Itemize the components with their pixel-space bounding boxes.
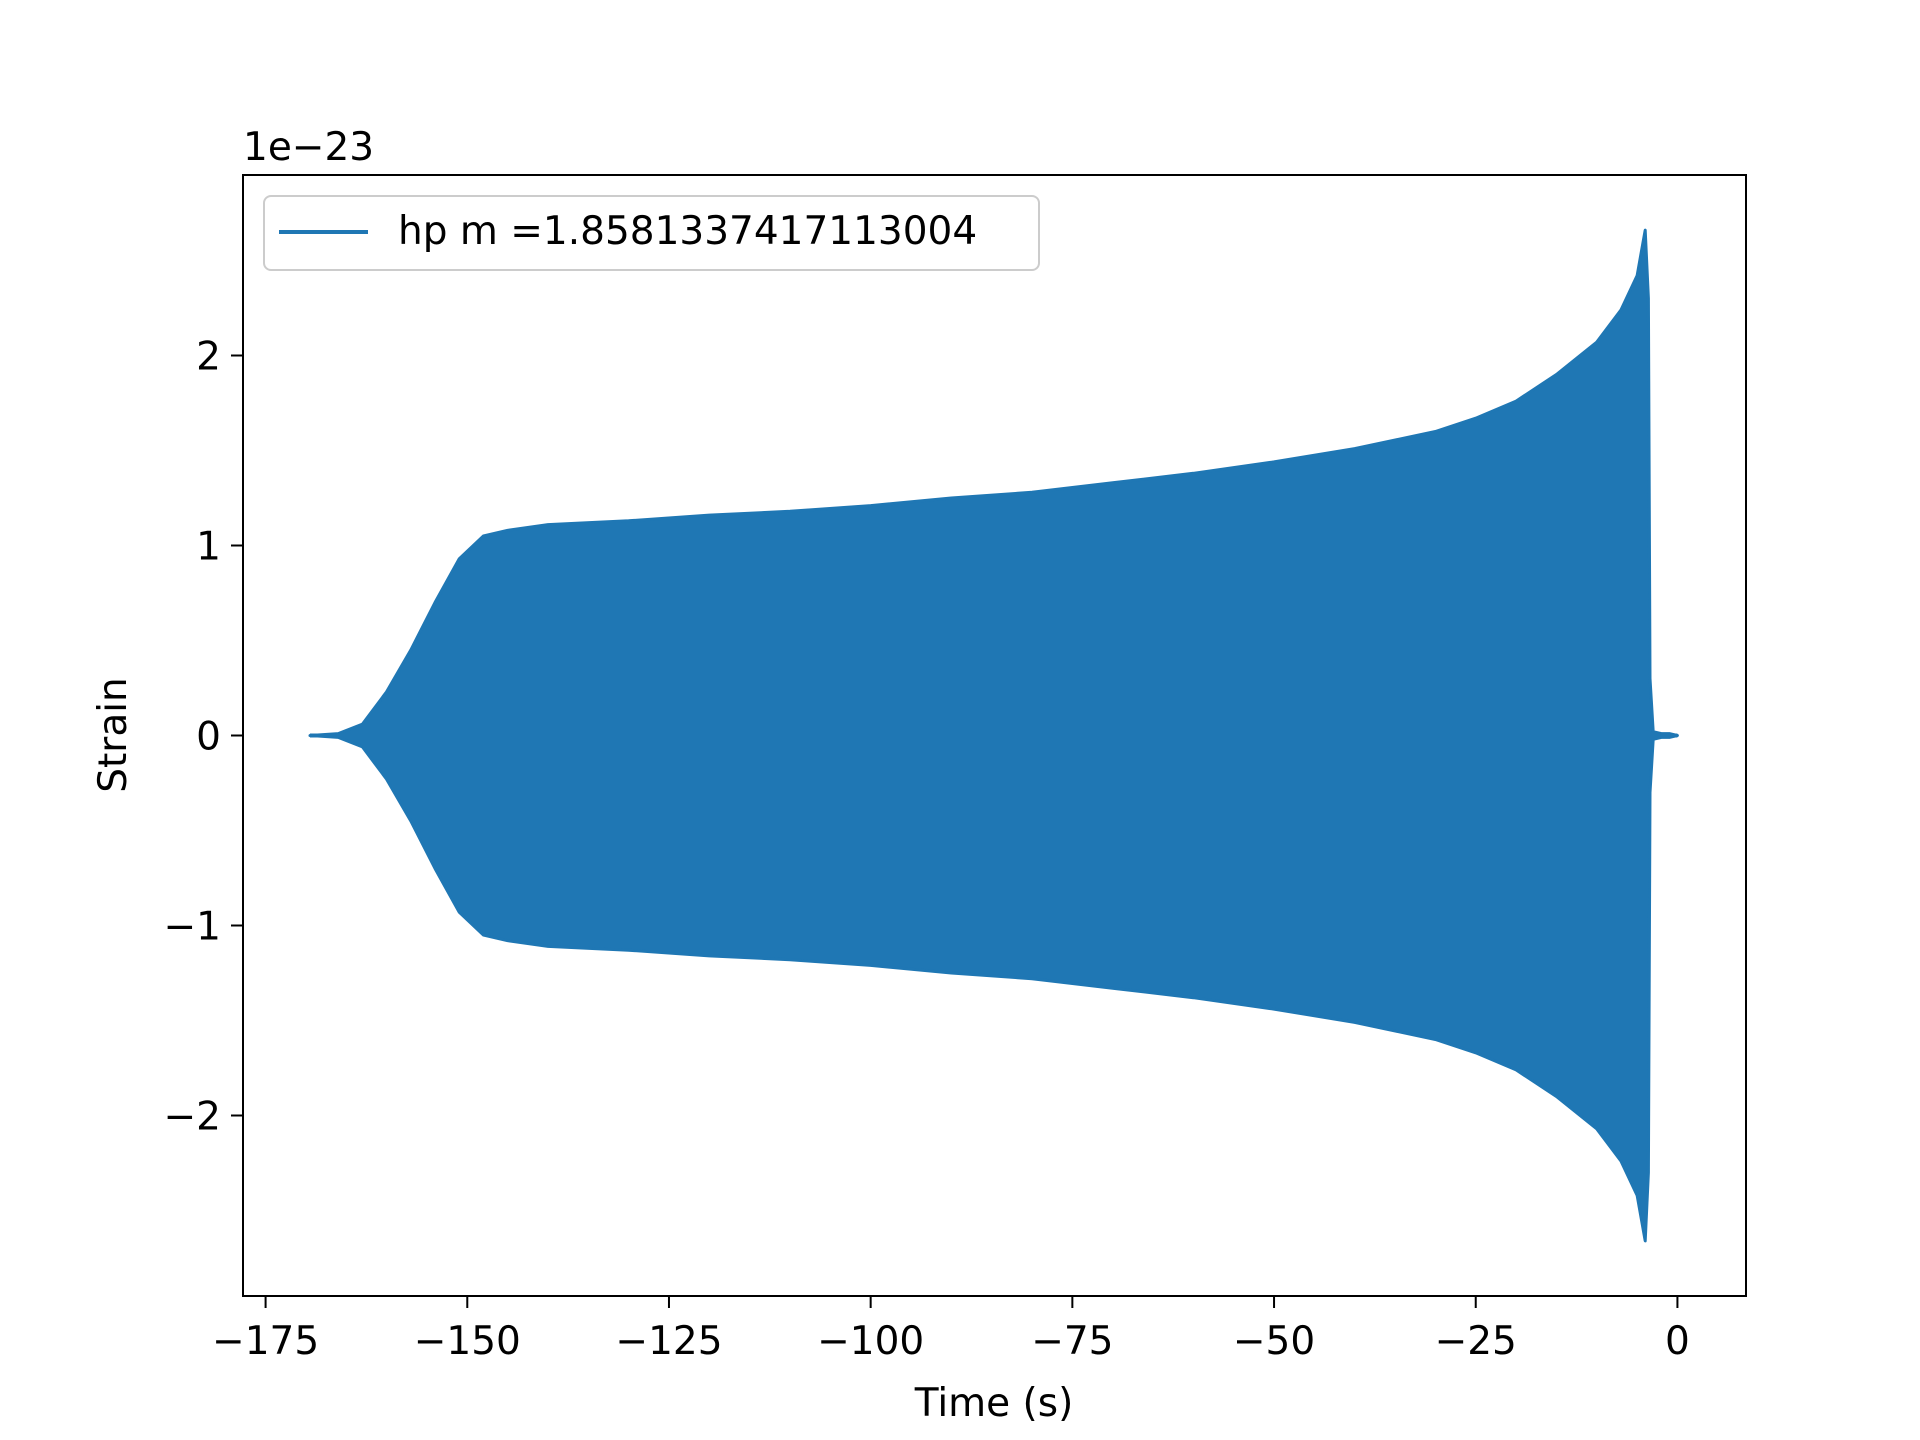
legend-entry-label: hp m =1.8581337417113004 <box>398 209 977 254</box>
x-tick-label: −100 <box>817 1319 924 1364</box>
x-tick-label: −50 <box>1233 1319 1315 1364</box>
y-tick-label: 1 <box>196 525 221 570</box>
x-tick-label: −75 <box>1031 1319 1113 1364</box>
x-tick-label: −25 <box>1435 1319 1517 1364</box>
y-axis-label: Strain <box>91 677 136 793</box>
x-tick-label: −175 <box>212 1319 319 1364</box>
x-tick-label: −125 <box>615 1319 722 1364</box>
y-axis-offset-text: 1e−23 <box>243 125 374 170</box>
y-tick-label: −1 <box>164 905 222 950</box>
y-axis: −2 −1 0 1 2 <box>164 335 243 1140</box>
y-tick-label: 0 <box>196 715 221 760</box>
y-tick-label: 2 <box>196 335 221 380</box>
x-tick-label: −150 <box>414 1319 521 1364</box>
x-axis-label: Time (s) <box>914 1381 1074 1426</box>
legend-box <box>263 195 1040 271</box>
x-tick-label: 0 <box>1665 1319 1690 1364</box>
y-tick-label: −2 <box>164 1095 222 1140</box>
series-group <box>308 228 1679 1243</box>
x-axis: −175 −150 −125 −100 −75 −50 −25 0 <box>212 1296 1690 1364</box>
legend: hp m =1.8581337417113004 <box>263 195 1040 271</box>
